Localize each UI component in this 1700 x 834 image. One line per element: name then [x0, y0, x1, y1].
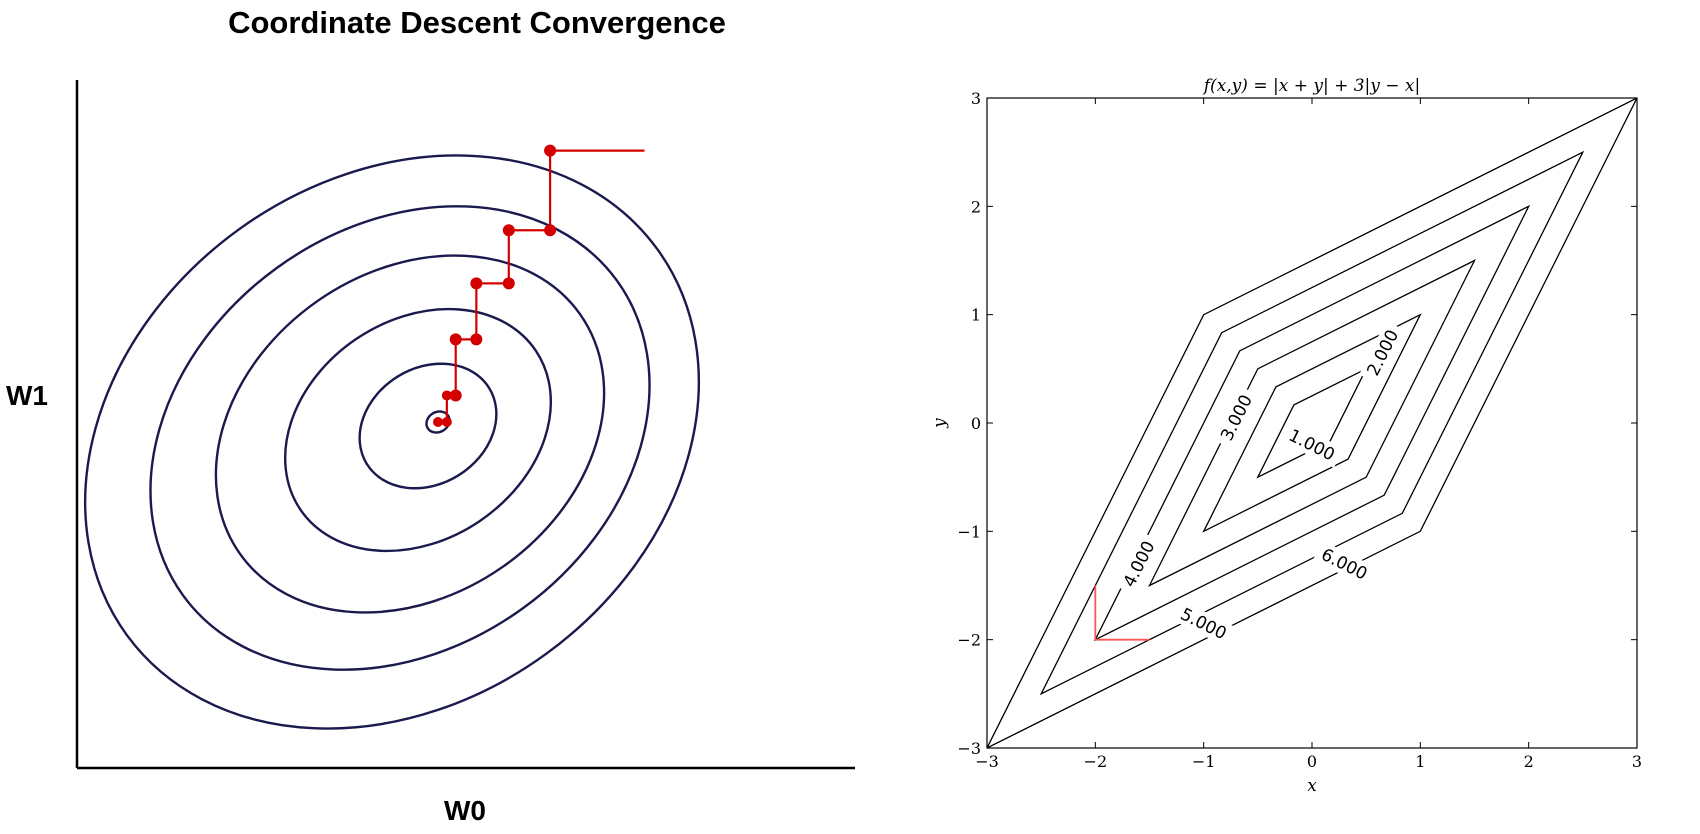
- contour-label-bg: [1280, 421, 1344, 468]
- path-point: [544, 144, 557, 157]
- y-tick-label: −3: [957, 739, 981, 758]
- y-tick-label: −2: [957, 631, 981, 650]
- contour-label-bg: [1171, 600, 1236, 647]
- contour-rhombus: [987, 98, 1637, 748]
- contour-ellipse: [358, 362, 498, 490]
- path-point: [441, 417, 452, 427]
- contour-rhombus: [1256, 367, 1368, 479]
- x-tick-label: −1: [1192, 752, 1216, 771]
- left-x-axis-label: W0: [444, 795, 486, 826]
- right-chart: f(x,y) = |x + y| + 3|y − x| 1.0002.0003.…: [930, 76, 1642, 796]
- y-tick-label: 3: [971, 89, 981, 108]
- path-point: [502, 224, 515, 237]
- x-tick-label: −2: [1084, 752, 1108, 771]
- contour-label-bg: [1212, 385, 1260, 450]
- contour-label-bg: [1312, 540, 1377, 588]
- contour-ellipse: [214, 254, 606, 614]
- y-tick-label: 0: [971, 414, 981, 433]
- path-point: [470, 333, 483, 346]
- y-tick-label: 2: [971, 197, 981, 216]
- x-tick-label: 2: [1524, 752, 1534, 771]
- contour-label: 4.000: [1120, 538, 1160, 590]
- left-contour-lines: [83, 154, 701, 730]
- contour-ellipse: [83, 154, 701, 730]
- x-tick-label: 1: [1415, 752, 1425, 771]
- contour-rhombus: [1202, 313, 1422, 533]
- path-point: [470, 277, 483, 290]
- contour-rhombus: [1093, 204, 1531, 642]
- right-axis-ticks: −3−3 −2 −2 −1 −1 0 0 1 1 2 2 3 3: [957, 89, 1642, 771]
- left-y-axis-label: W1: [6, 380, 48, 411]
- path-point: [502, 277, 515, 290]
- contour-ellipse: [149, 205, 651, 671]
- right-contour-lines: [987, 98, 1637, 748]
- x-tick-label: 0: [1307, 752, 1317, 771]
- path-point: [433, 417, 443, 427]
- path-point: [544, 224, 557, 237]
- right-plot-frame: [986, 97, 1638, 749]
- path-point: [449, 389, 462, 402]
- left-chart-title: Coordinate Descent Convergence: [228, 5, 726, 40]
- x-tick-label: 3: [1632, 752, 1642, 771]
- left-descent-path: [433, 144, 645, 427]
- contour-label: 5.000: [1177, 604, 1229, 644]
- right-descent-path: [1094, 585, 1150, 641]
- contour-label-bg: [1115, 532, 1162, 596]
- y-tick-label: −1: [957, 522, 981, 541]
- contour-label: 2.000: [1363, 327, 1403, 379]
- y-tick-label: 1: [971, 306, 981, 325]
- left-chart: Coordinate Descent Convergence W0 W1: [6, 5, 855, 826]
- path-point: [441, 390, 452, 401]
- right-chart-title: f(x,y) = |x + y| + 3|y − x|: [1202, 76, 1420, 96]
- contour-label-bg: [1359, 320, 1406, 385]
- path-point: [449, 333, 462, 346]
- right-y-axis-label: y: [930, 418, 950, 429]
- contour-rhombus: [1148, 259, 1476, 587]
- x-tick-label: −3: [975, 752, 999, 771]
- right-x-axis-label: x: [1307, 776, 1317, 796]
- contour-ellipse: [425, 410, 451, 434]
- contour-ellipse: [283, 307, 553, 553]
- contour-rhombus: [1039, 150, 1585, 696]
